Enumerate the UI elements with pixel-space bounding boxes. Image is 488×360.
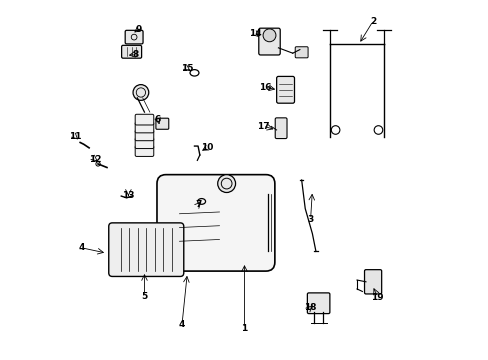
Text: 14: 14 [248,29,261,38]
FancyBboxPatch shape [364,270,381,294]
FancyBboxPatch shape [258,28,280,55]
Text: 16: 16 [259,83,271,92]
Text: 5: 5 [141,292,147,301]
Circle shape [133,85,148,100]
Text: 3: 3 [307,215,313,224]
Text: 18: 18 [303,303,315,312]
Text: 19: 19 [371,293,383,302]
Text: 11: 11 [68,132,81,141]
FancyBboxPatch shape [295,47,307,58]
Text: 1: 1 [241,324,247,333]
Text: 9: 9 [135,25,142,34]
Text: 17: 17 [256,122,269,131]
FancyBboxPatch shape [135,138,153,149]
Text: 4: 4 [179,320,185,329]
Text: 4: 4 [79,243,85,252]
FancyBboxPatch shape [275,118,286,139]
Text: 12: 12 [89,155,102,164]
Text: 10: 10 [201,143,213,152]
FancyBboxPatch shape [157,175,274,271]
FancyBboxPatch shape [156,118,168,129]
Circle shape [263,29,275,42]
FancyBboxPatch shape [276,76,294,103]
Text: 8: 8 [132,50,139,59]
Text: 13: 13 [122,191,134,200]
FancyBboxPatch shape [125,30,143,44]
FancyBboxPatch shape [135,146,153,157]
Circle shape [217,175,235,193]
Text: 15: 15 [181,64,193,73]
FancyBboxPatch shape [122,45,142,58]
FancyBboxPatch shape [307,293,329,314]
FancyBboxPatch shape [135,130,153,141]
FancyBboxPatch shape [135,122,153,133]
Text: 7: 7 [195,200,202,209]
Text: 6: 6 [155,116,161,125]
FancyBboxPatch shape [108,223,183,276]
Text: 2: 2 [369,17,375,26]
FancyBboxPatch shape [135,114,153,125]
